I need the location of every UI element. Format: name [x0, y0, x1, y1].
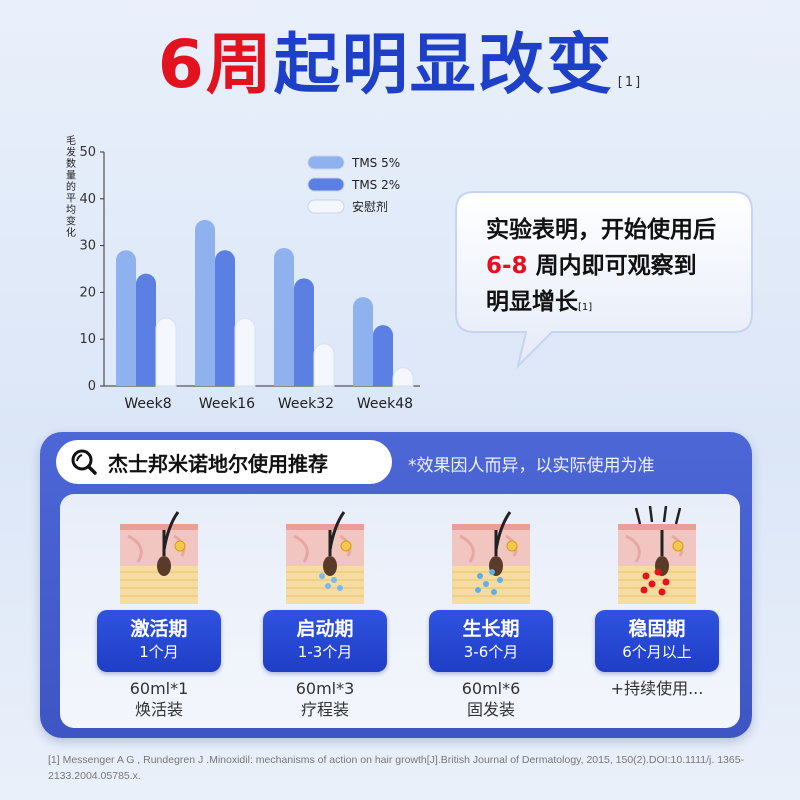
- stage-card: 激活期 1个月 60ml*1 焕活装: [84, 506, 234, 728]
- bubble-line-3: 明显增长[1]: [486, 284, 746, 320]
- y-tick-label: 0: [88, 379, 96, 394]
- stage-badge: 启动期 1-3个月: [263, 610, 387, 672]
- stage-card: 生长期 3-6个月 60ml*6 固发装: [416, 506, 566, 728]
- bar-week8-0: [116, 250, 136, 386]
- headline: 6周起明显改变 [1]: [0, 20, 800, 110]
- stage-usage: 60ml*6: [461, 679, 521, 698]
- stage-pack: 焕活装: [134, 700, 183, 719]
- legend-swatch: [307, 155, 345, 170]
- bar-week48-1: [373, 325, 393, 386]
- legend-swatch: [307, 199, 345, 214]
- stage-usage: 60ml*3: [295, 679, 355, 698]
- legend-label: 安慰剂: [352, 199, 388, 214]
- bar-week16-2: [234, 317, 256, 387]
- headline-ref: [1]: [617, 75, 643, 90]
- bar-week48-2: [392, 367, 414, 387]
- bar-week16-0: [195, 219, 215, 386]
- stage-usage: 60ml*1: [129, 679, 189, 698]
- stage-duration: 1-3个月: [297, 643, 353, 661]
- bar-week16-1: [215, 250, 235, 386]
- y-tick-label: 50: [79, 145, 96, 160]
- bubble-ref: [1]: [578, 302, 593, 313]
- bubble-line-2-rest: 周内即可观察到: [535, 253, 697, 279]
- bar-chart: 毛发数量的平均变化 0 10 20 30 40 50 Week8 Week16 Week32 Wee…: [66, 135, 420, 412]
- stage-pack: 疗程装: [300, 700, 349, 719]
- x-tick-label: Week8: [124, 396, 171, 412]
- stage-card: 启动期 1-3个月 60ml*3 疗程装: [250, 506, 400, 728]
- bar-week8-1: [136, 273, 156, 386]
- stage-name: 生长期: [462, 618, 520, 640]
- y-tick-label: 20: [79, 285, 96, 300]
- stage-card: 稳固期 6个月以上 +持续使用...: [582, 506, 732, 728]
- bubble-highlight: 6-8: [486, 253, 528, 279]
- stage-name: 激活期: [130, 618, 188, 640]
- y-axis-label: 毛发数量的平均变化: [66, 135, 76, 239]
- bar-week8-2: [155, 317, 177, 387]
- stage-duration: 3-6个月: [463, 643, 519, 661]
- hair-follicle-stable-icon: [582, 506, 732, 606]
- usage-title-pill: 杰士邦米诺地尔使用推荐: [56, 440, 392, 484]
- stage-badge: 激活期 1个月: [97, 610, 221, 672]
- stage-name: 启动期: [296, 618, 354, 640]
- stage-badge: 生长期 3-6个月: [429, 610, 553, 672]
- x-tick-label: Week48: [357, 396, 413, 412]
- stage-badge: 稳固期 6个月以上: [595, 610, 719, 672]
- legend-swatch: [307, 177, 345, 192]
- stage-usage: +持续使用...: [610, 679, 704, 698]
- bar-week32-1: [294, 278, 314, 386]
- y-tick-label: 30: [79, 239, 96, 254]
- stage-name: 稳固期: [628, 618, 686, 640]
- x-tick-label: Week32: [278, 396, 334, 412]
- bar-week32-0: [274, 247, 294, 386]
- x-tick-label: Week16: [199, 396, 255, 412]
- hair-follicle-activation-icon: [84, 506, 234, 606]
- bar-week48-0: [353, 297, 373, 386]
- bubble-line-2: 6-8 周内即可观察到: [486, 248, 746, 284]
- stage-duration: 1个月: [139, 643, 179, 661]
- legend-label: TMS 2%: [351, 178, 400, 192]
- bubble-line-1: 实验表明，开始使用后: [486, 217, 716, 243]
- search-icon: [70, 448, 98, 476]
- footnote: [1] Messenger A G , Rundegren J .Minoxid…: [48, 754, 745, 782]
- usage-title: 杰士邦米诺地尔使用推荐: [108, 451, 328, 476]
- stage-duration: 6个月以上: [622, 643, 692, 661]
- hair-follicle-growth-icon: [416, 506, 566, 606]
- stage-pack: 固发装: [466, 700, 515, 719]
- legend-label: TMS 5%: [351, 156, 400, 170]
- bubble-text: 实验表明，开始使用后 6-8 周内即可观察到 明显增长[1]: [486, 212, 746, 320]
- hair-follicle-startup-icon: [250, 506, 400, 606]
- y-tick-label: 40: [79, 192, 96, 207]
- speech-bubble: [455, 191, 753, 370]
- y-tick-label: 10: [79, 332, 96, 347]
- usage-note: *效果因人而异，以实际使用为准: [408, 456, 655, 476]
- headline-text: 起明显改变: [273, 26, 614, 103]
- headline-highlight: 6周: [157, 26, 274, 103]
- bar-week32-2: [313, 343, 335, 387]
- bubble-line-3-text: 明显增长: [486, 289, 578, 315]
